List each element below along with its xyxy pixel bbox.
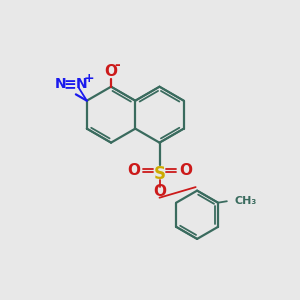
Text: O: O <box>179 163 192 178</box>
Text: S: S <box>154 165 166 183</box>
Text: O: O <box>105 64 118 80</box>
Text: N: N <box>55 77 66 92</box>
Text: O: O <box>127 163 140 178</box>
Text: ≡: ≡ <box>63 77 76 92</box>
Text: O: O <box>153 184 166 199</box>
Text: +: + <box>84 72 94 85</box>
Text: -: - <box>115 58 120 73</box>
Text: N: N <box>76 77 87 92</box>
Text: CH₃: CH₃ <box>234 196 256 206</box>
